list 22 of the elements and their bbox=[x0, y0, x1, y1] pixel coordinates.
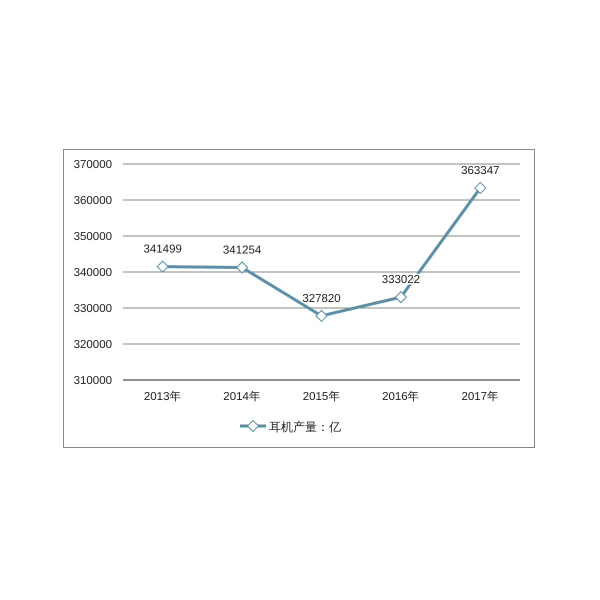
y-tick-label: 350000 bbox=[74, 231, 112, 243]
point bbox=[316, 310, 328, 322]
data-label: 327820 bbox=[302, 292, 341, 305]
y-tick-label: 340000 bbox=[74, 267, 112, 279]
data-label: 363347 bbox=[461, 164, 500, 177]
y-tick-label: 360000 bbox=[74, 195, 112, 207]
point bbox=[474, 182, 486, 194]
point bbox=[394, 291, 407, 304]
data-label: 341254 bbox=[222, 244, 262, 256]
y-tick-label: 370000 bbox=[74, 159, 112, 171]
data-label: 341499 bbox=[144, 244, 182, 256]
x-tick-label: 2013年 bbox=[144, 390, 182, 403]
point bbox=[236, 261, 248, 274]
x-tick-label: 2016年 bbox=[382, 390, 420, 403]
y-tick-label: 310000 bbox=[74, 375, 112, 387]
y-tick-label: 330000 bbox=[74, 303, 112, 315]
x-tick-label: 2017年 bbox=[462, 390, 500, 403]
x-tick-label: 2015年 bbox=[302, 390, 340, 403]
x-tick-label: 2014年 bbox=[223, 390, 261, 403]
point bbox=[156, 260, 169, 273]
legend-label: 耳机产量：亿 bbox=[269, 420, 341, 434]
y-tick-label: 320000 bbox=[74, 339, 112, 351]
